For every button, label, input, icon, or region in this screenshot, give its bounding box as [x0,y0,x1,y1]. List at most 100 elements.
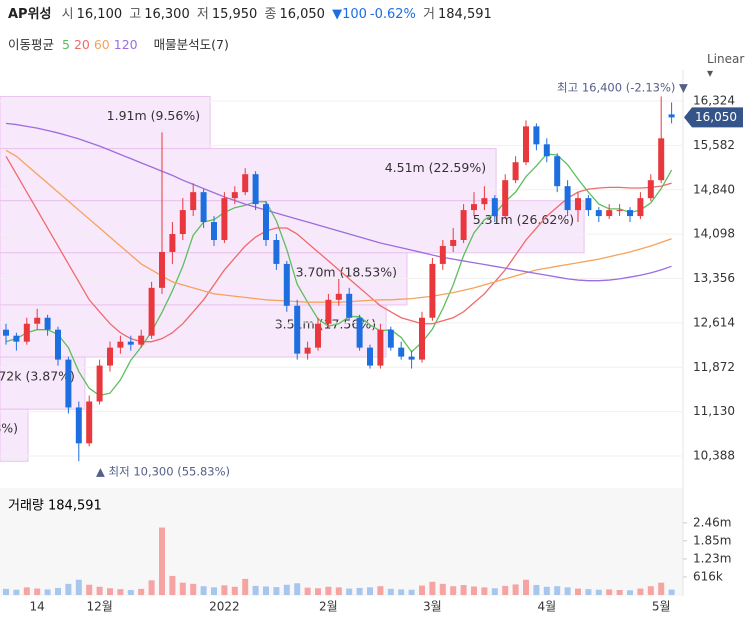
q-value: 184,591 [438,7,492,22]
candle-body [96,365,103,402]
x-tick-label: 5월 [652,600,671,614]
x-tick-label: 2022 [209,600,240,614]
volume-bar [107,588,113,595]
candle-body [190,192,197,211]
volume-bar [523,579,529,595]
candle-body [627,210,633,217]
candle-body [3,329,9,336]
volume-bar [315,588,321,595]
candle-body [252,174,259,205]
candle-body [647,180,654,199]
volume-bar [658,582,665,595]
ma-legend: 20 [73,37,90,52]
candle-body [44,317,51,330]
q-value: 15,950 [211,7,258,22]
scale-toggle[interactable]: Linear ▾ [707,52,745,80]
volume-title: 거래량 184,591 [8,499,102,514]
volume-bar [211,587,217,595]
y-tick-label: 2.46m [693,515,731,529]
ma-line [5,122,672,282]
volume-bar [3,588,9,595]
volume-bar [471,586,477,595]
profile-bar [0,408,29,462]
x-tick-label: 2월 [319,600,338,614]
y-tick-label: 11,130 [693,404,735,418]
volume-bar [377,586,384,595]
candle-layer [3,96,675,462]
q-label: 종 [264,7,277,22]
candle-body [439,245,446,264]
candle-body [13,335,20,342]
candle-body [668,114,675,118]
y-tick-label: 10,388 [693,449,735,463]
candle-body [335,293,342,300]
candle-body [471,204,477,211]
candle-body [585,198,592,211]
candle-body [315,323,321,348]
volume-bar [44,589,51,595]
candle-body [460,210,467,240]
candle-body [273,239,280,264]
volume-bar [169,575,176,595]
volume-bar [231,586,238,595]
ma-line [5,155,672,343]
volume-bar [75,579,82,595]
candle-body [304,347,311,354]
candle-body [34,317,41,324]
volume-bar [13,589,20,595]
candle-body [419,317,425,360]
x-tick-label: 14 [30,600,45,614]
volume-bar [606,589,613,595]
y-tick-label: 616k [693,569,723,583]
volume-bg [0,488,683,596]
candle-body [55,329,61,360]
volume-bar [595,589,602,595]
candle-body [65,359,72,408]
ma-legend: 120 [113,37,138,52]
volume-bar [637,588,644,595]
volume-bar [325,586,332,595]
candle-body [283,263,290,306]
profile-bar [0,304,387,358]
candle-body [595,210,602,217]
x-tick-label: 4월 [537,600,556,614]
volume-bar [179,582,186,595]
candle-body [481,198,488,205]
change-pct: -0.62% [369,7,416,22]
candle-body [242,174,249,193]
candle-body [377,329,384,366]
y-tick-label: 15,582 [693,138,735,152]
volume-bar [419,585,425,595]
q-value: 16,100 [76,7,123,22]
volume-bar [304,587,311,595]
volume-bar [346,588,353,595]
volume-bar [86,584,93,595]
q-value: 16,300 [144,7,190,22]
y-tick-label: 1.23m [693,551,731,565]
volume-bar [533,585,540,595]
y-tick-label: 14,098 [693,227,735,241]
candle-body [533,126,540,145]
volume-bar [34,588,41,595]
candle-body [263,204,269,240]
candle-body [346,293,353,318]
y-tick-label: 11,872 [693,360,735,374]
volume-bar [668,589,675,595]
candle-body [169,234,176,252]
volume-bar [200,586,207,595]
y-tick-label: 16,324 [693,94,735,108]
candle-body [491,198,498,217]
candle-body [86,401,93,444]
volume-bar [481,587,488,595]
y-tick-label: 13,356 [693,271,735,285]
volume-bar [491,588,498,595]
candle-body [211,222,217,240]
volume-bar [294,583,301,595]
candle-body [75,407,82,444]
volume-bar [23,587,30,595]
header: AP위성 시 16,100 고 16,300 저 15,950 종 16,050 ▼10… [8,3,495,22]
candle-body [387,329,394,348]
candle-body [502,180,509,217]
